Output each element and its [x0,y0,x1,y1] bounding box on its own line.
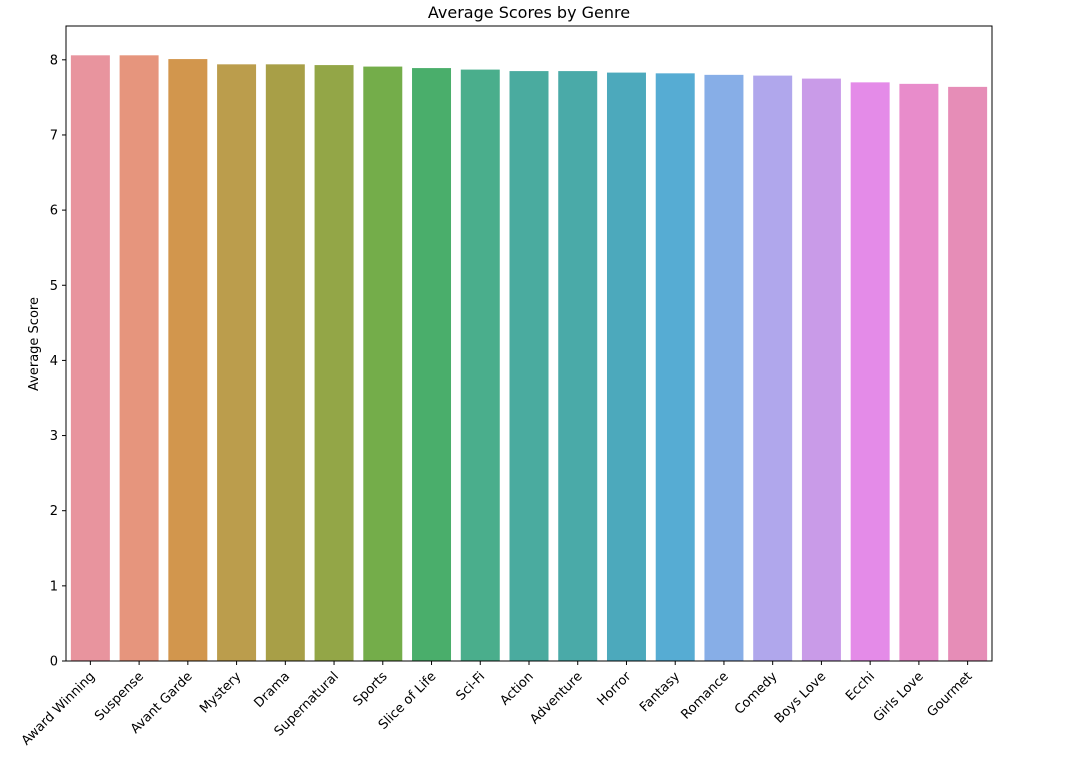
bar [217,64,257,661]
y-tick-label: 7 [50,128,58,143]
chart-title: Average Scores by Genre [428,3,630,22]
x-tick-label: Action [497,669,536,708]
y-tick-label: 3 [50,429,58,444]
bar [70,55,110,662]
x-tick-label: Fantasy [637,669,683,715]
bar [119,55,159,662]
y-axis: 0 1 2 3 4 5 6 7 8 [50,53,66,670]
bar [265,64,305,661]
bar [558,71,598,662]
y-axis-label: Average Score [27,297,42,391]
x-tick-label: Comedy [732,669,781,718]
bar [704,74,744,662]
x-tick-label: Girls Love [871,669,927,725]
y-tick-label: 5 [50,279,58,294]
bar [363,66,403,661]
bar [314,65,354,661]
y-tick-label: 8 [50,53,58,68]
bar [850,82,890,662]
bar [801,78,841,662]
x-tick-label: Sports [351,669,391,709]
plot-frame [65,25,993,662]
y-tick-label: 4 [50,354,58,369]
bar [412,68,452,661]
x-tick-label: Award Winning [19,669,98,748]
bar [509,71,549,662]
y-tick-label: 2 [50,504,58,519]
y-tick-label: 0 [50,655,58,670]
bar [948,86,988,662]
x-tick-label: Mystery [197,669,244,716]
x-tick-label: Adventure [527,669,585,727]
bar [460,69,500,662]
x-tick-label: Horror [595,669,635,709]
y-tick-label: 6 [50,204,58,219]
bar [753,75,793,662]
bar [168,59,208,661]
bar [899,83,939,662]
x-tick-label: Boys Love [772,669,829,726]
x-tick-label: Sci-Fi [454,669,489,704]
bars-layer [70,55,988,662]
x-tick-label: Gourmet [924,669,975,720]
bar [655,73,695,662]
x-tick-label: Ecchi [843,669,878,704]
x-tick-label: Romance [678,669,731,722]
y-tick-label: 1 [50,579,58,594]
bar [606,72,646,662]
x-tick-label: Drama [251,669,293,711]
